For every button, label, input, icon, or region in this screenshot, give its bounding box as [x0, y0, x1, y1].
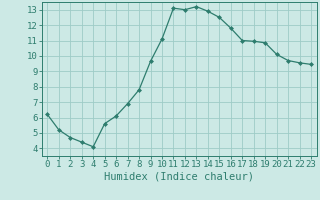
X-axis label: Humidex (Indice chaleur): Humidex (Indice chaleur) — [104, 172, 254, 182]
